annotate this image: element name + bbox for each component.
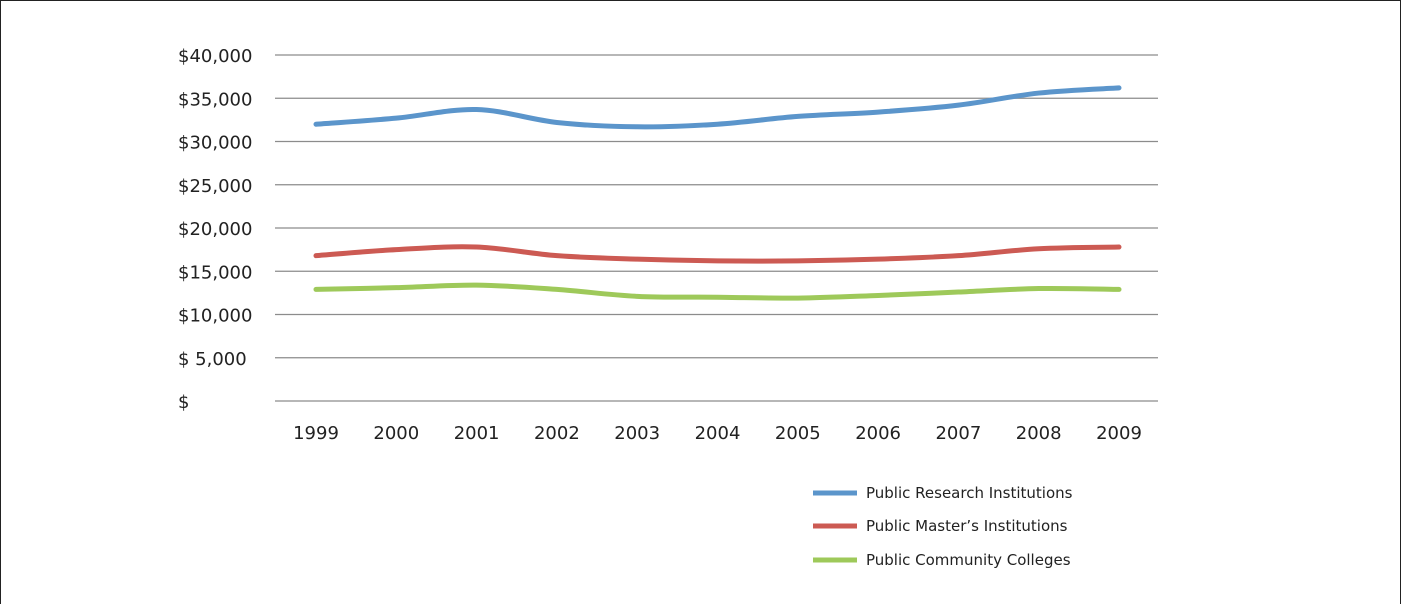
legend: Public Research Institutions Public Maste…	[813, 484, 1073, 569]
y-tick-label: $15,000	[178, 262, 252, 283]
series-line-public-community-colleges	[313, 282, 1122, 301]
series-line-public-research-institutions	[313, 85, 1122, 130]
y-tick-label: $20,000	[178, 219, 252, 240]
y-tick-label: $10,000	[178, 306, 252, 327]
y-tick-label: $ 5,000	[178, 349, 247, 370]
legend-label: Public Research Institutions	[866, 484, 1073, 502]
x-tick-label: 1999	[293, 423, 339, 444]
x-tick-label: 2003	[614, 423, 660, 444]
x-tick-label: 2006	[855, 423, 901, 444]
series-line-public-master-s-institutions	[313, 244, 1122, 264]
legend-label: Public Community Colleges	[866, 551, 1071, 569]
x-tick-label: 2000	[373, 423, 419, 444]
y-tick-label: $	[178, 392, 189, 413]
x-tick-label: 2009	[1096, 423, 1142, 444]
gridlines	[275, 54, 1158, 402]
legend-label: Public Master’s Institutions	[866, 517, 1068, 535]
y-tick-label: $30,000	[178, 133, 252, 154]
x-tick-label: 2007	[935, 423, 981, 444]
series-lines	[313, 85, 1122, 301]
y-axis-tick-labels: $ $ 5,000 $10,000 $15,000 $20,000 $25,000 $30,…	[178, 46, 252, 413]
x-tick-label: 2008	[1016, 423, 1062, 444]
x-tick-label: 2001	[454, 423, 500, 444]
x-tick-label: 2002	[534, 423, 580, 444]
y-tick-label: $25,000	[178, 176, 252, 197]
x-tick-label: 2004	[695, 423, 741, 444]
x-axis-tick-labels: 1999 2000 2001 2002 2003 2004 2005 2006 2007 2008…	[293, 423, 1142, 444]
x-tick-label: 2005	[775, 423, 821, 444]
y-tick-label: $35,000	[178, 89, 252, 110]
y-tick-label: $40,000	[178, 46, 252, 67]
